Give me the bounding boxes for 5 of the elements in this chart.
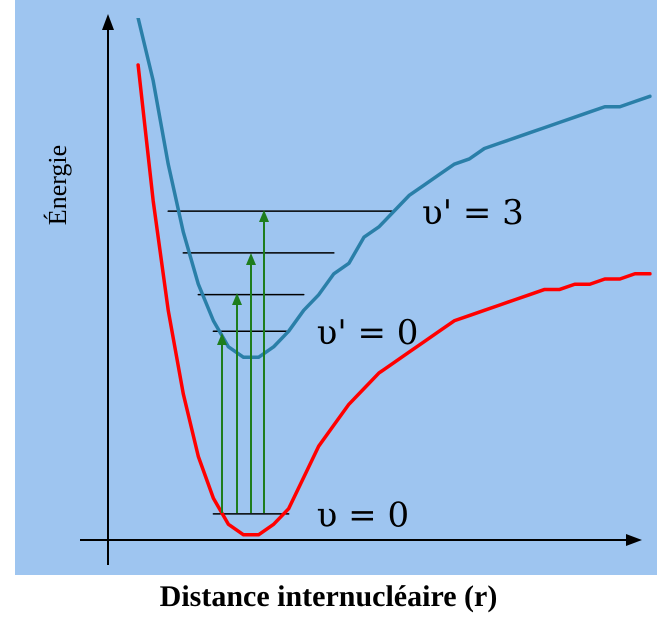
x-axis-title: Distance internucléaire (r) [158, 580, 498, 614]
series-label: υ = 0 [316, 496, 410, 536]
series-label: υ' = 0 [316, 313, 418, 354]
series-label: υ' = 3 [422, 192, 524, 233]
y-axis-title: Énergie [43, 144, 73, 226]
